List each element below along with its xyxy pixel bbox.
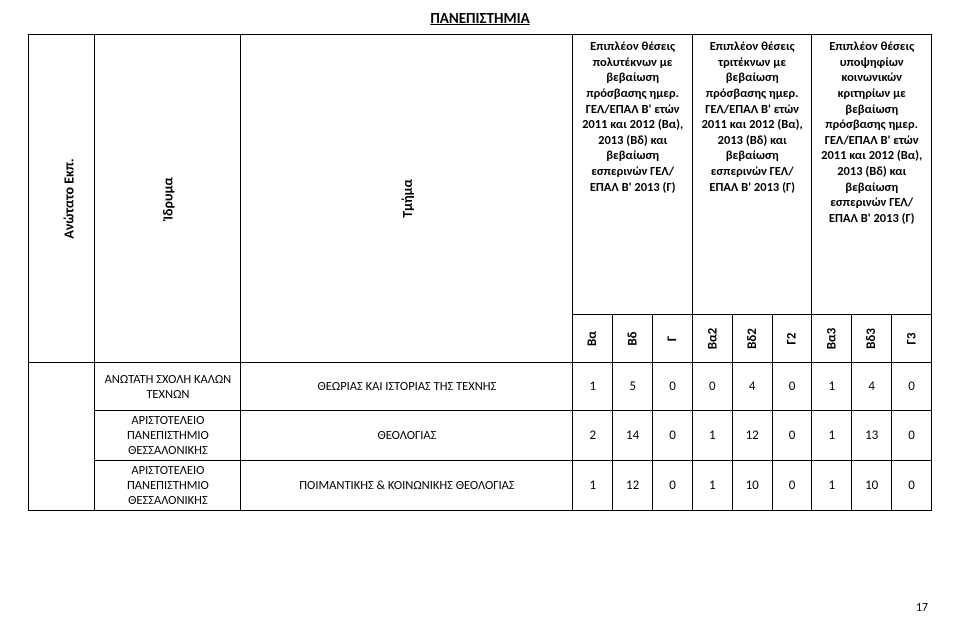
dept-cell: ΠΟΙΜΑΝΤΙΚΗΣ & ΚΟΙΝΩΝΙΚΗΣ ΘΕΟΛΟΓΙΑΣ bbox=[241, 461, 573, 511]
header-rot-2: Ίδρυμα bbox=[95, 35, 241, 363]
header-sub-c0: Βα3 bbox=[812, 315, 852, 363]
dept-cell: ΘΕΩΡΙΑΣ ΚΑΙ ΙΣΤΟΡΙΑΣ ΤΗΣ ΤΕΧΝΗΣ bbox=[241, 363, 573, 411]
page-number: 17 bbox=[916, 601, 928, 615]
header-sub-c1: Βδ3 bbox=[852, 315, 892, 363]
val-cell: 1 bbox=[812, 363, 852, 411]
val-cell: 0 bbox=[772, 363, 812, 411]
val-cell: 4 bbox=[732, 363, 772, 411]
header-rot-1: Ανώτατο Εκπ. bbox=[29, 35, 95, 363]
header-row-groups: Ανώτατο Εκπ. Ίδρυμα Τμήμα Επιπλέον θέσει… bbox=[29, 35, 932, 315]
header-rot-1-label: Ανώτατο Εκπ. bbox=[61, 158, 78, 238]
header-sub-b1-label: Βδ2 bbox=[745, 328, 760, 349]
page: ΠΑΝΕΠΙΣΤΗΜΙΑ Ανώτατο Εκπ. Ίδρυμα Τμήμα Ε… bbox=[0, 0, 960, 621]
val-cell: 1 bbox=[812, 461, 852, 511]
header-sub-c0-label: Βα3 bbox=[824, 328, 839, 350]
val-cell: 1 bbox=[812, 411, 852, 461]
header-sub-a1-label: Βδ bbox=[625, 331, 640, 345]
header-sub-a0-label: Βα bbox=[585, 331, 600, 346]
inst-cell: ΑΡΙΣΤΟΤΕΛΕΙΟ ΠΑΝΕΠΙΣΤΗΜΙΟ ΘΕΣΣΑΛΟΝΙΚΗΣ bbox=[95, 461, 241, 511]
dept-cell: ΘΕΟΛΟΓΙΑΣ bbox=[241, 411, 573, 461]
val-cell: 4 bbox=[852, 363, 892, 411]
val-cell: 1 bbox=[692, 461, 732, 511]
table-row: ΑΝΩΤΑΤΗ ΣΧΟΛΗ ΚΑΛΩΝ ΤΕΧΝΩΝ ΘΕΩΡΙΑΣ ΚΑΙ Ι… bbox=[29, 363, 932, 411]
header-rot-2-label: Ίδρυμα bbox=[159, 177, 176, 219]
header-sub-a2-label: Γ bbox=[665, 336, 680, 341]
val-cell: 0 bbox=[892, 461, 932, 511]
main-table: Ανώτατο Εκπ. Ίδρυμα Τμήμα Επιπλέον θέσει… bbox=[28, 34, 932, 511]
val-cell: 10 bbox=[852, 461, 892, 511]
header-sub-a0: Βα bbox=[573, 315, 613, 363]
val-cell: 0 bbox=[653, 411, 693, 461]
val-cell: 1 bbox=[573, 461, 613, 511]
inst-cell: ΑΝΩΤΑΤΗ ΣΧΟΛΗ ΚΑΛΩΝ ΤΕΧΝΩΝ bbox=[95, 363, 241, 411]
header-rot-3-label: Τμήμα bbox=[398, 179, 415, 218]
val-cell: 5 bbox=[613, 363, 653, 411]
val-cell: 2 bbox=[573, 411, 613, 461]
header-group-a: Επιπλέον θέσεις πολυτέκνων με βεβαίωση π… bbox=[573, 35, 693, 315]
val-cell: 0 bbox=[772, 411, 812, 461]
val-cell: 0 bbox=[653, 461, 693, 511]
header-sub-c1-label: Βδ3 bbox=[864, 328, 879, 349]
header-sub-b1: Βδ2 bbox=[732, 315, 772, 363]
header-rot-3: Τμήμα bbox=[241, 35, 573, 363]
header-group-c: Επιπλέον θέσεις υποψηφίων κοινωνικών κρι… bbox=[812, 35, 932, 315]
val-cell: 0 bbox=[892, 363, 932, 411]
val-cell: 0 bbox=[692, 363, 732, 411]
val-cell: 10 bbox=[732, 461, 772, 511]
val-cell: 12 bbox=[613, 461, 653, 511]
val-cell: 0 bbox=[653, 363, 693, 411]
val-cell: 13 bbox=[852, 411, 892, 461]
header-sub-b2: Γ2 bbox=[772, 315, 812, 363]
page-title: ΠΑΝΕΠΙΣΤΗΜΙΑ bbox=[28, 10, 932, 28]
val-cell: 14 bbox=[613, 411, 653, 461]
header-sub-b0: Βα2 bbox=[692, 315, 732, 363]
val-cell: 1 bbox=[573, 363, 613, 411]
table-row: ΑΡΙΣΤΟΤΕΛΕΙΟ ΠΑΝΕΠΙΣΤΗΜΙΟ ΘΕΣΣΑΛΟΝΙΚΗΣ Π… bbox=[29, 461, 932, 511]
val-cell: 0 bbox=[772, 461, 812, 511]
header-sub-c2: Γ3 bbox=[892, 315, 932, 363]
header-sub-a2: Γ bbox=[653, 315, 693, 363]
val-cell: 12 bbox=[732, 411, 772, 461]
header-sub-a1: Βδ bbox=[613, 315, 653, 363]
header-sub-c2-label: Γ3 bbox=[904, 333, 919, 345]
inst-cell: ΑΡΙΣΤΟΤΕΛΕΙΟ ΠΑΝΕΠΙΣΤΗΜΙΟ ΘΕΣΣΑΛΟΝΙΚΗΣ bbox=[95, 411, 241, 461]
header-sub-b2-label: Γ2 bbox=[784, 333, 799, 345]
header-group-b: Επιπλέον θέσεις τριτέκνων με βεβαίωση πρ… bbox=[692, 35, 812, 315]
header-sub-b0-label: Βα2 bbox=[705, 328, 720, 350]
identity-cell bbox=[29, 363, 95, 511]
val-cell: 1 bbox=[692, 411, 732, 461]
val-cell: 0 bbox=[892, 411, 932, 461]
table-row: ΑΡΙΣΤΟΤΕΛΕΙΟ ΠΑΝΕΠΙΣΤΗΜΙΟ ΘΕΣΣΑΛΟΝΙΚΗΣ Θ… bbox=[29, 411, 932, 461]
